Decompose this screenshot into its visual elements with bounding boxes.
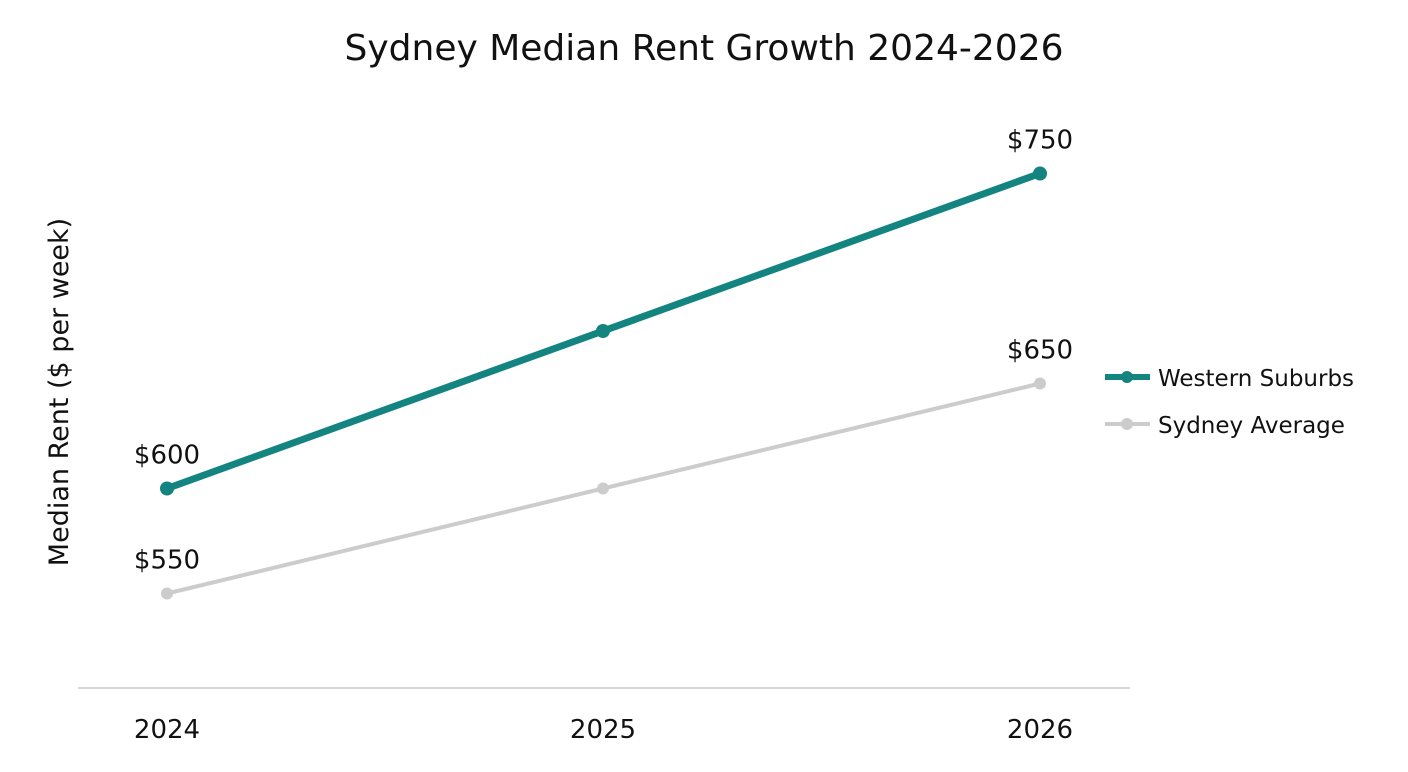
data-label: $600 [134,441,200,471]
data-label: $550 [134,546,200,576]
x-tick-label: 2024 [134,715,200,745]
data-point [597,482,609,495]
legend-label: Sydney Average [1158,413,1345,439]
chart-title: Sydney Median Rent Growth 2024-2026 [345,28,1064,69]
data-point [1034,377,1046,390]
data-point [596,324,610,338]
legend-swatch-marker [1121,418,1133,430]
data-point [161,587,173,600]
data-label: $750 [1007,126,1073,156]
x-tick-label: 2025 [570,715,636,745]
legend-label: Western Suburbs [1158,366,1354,392]
legend-swatch-marker [1121,371,1133,383]
x-tick-label: 2026 [1007,715,1073,745]
y-axis-label: Median Rent ($ per week) [44,218,75,566]
data-label: $650 [1007,336,1073,366]
data-point [160,481,174,496]
data-point [1033,166,1047,181]
